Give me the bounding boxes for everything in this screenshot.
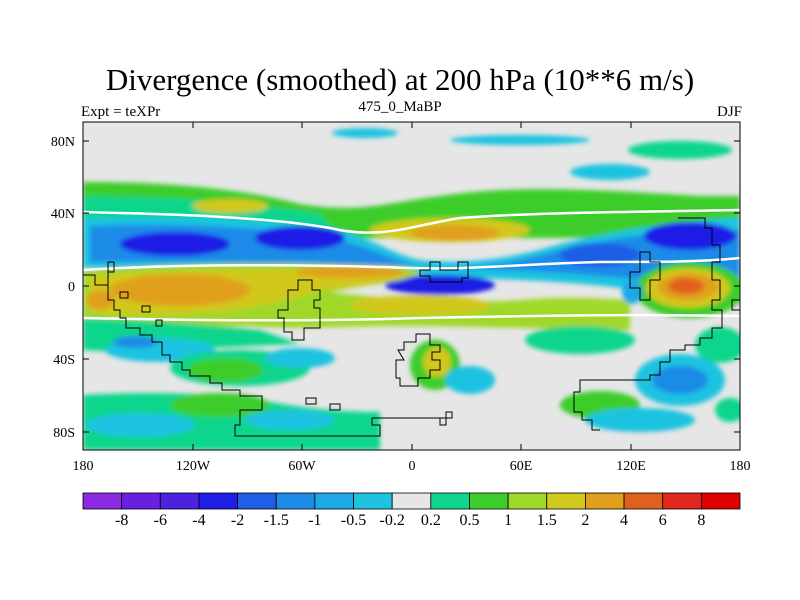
field-wpac-blue bbox=[622, 280, 642, 304]
colorbar-label: 6 bbox=[659, 512, 667, 529]
colorbar-label: -4 bbox=[192, 512, 205, 529]
lon-tick-label: 120W bbox=[176, 459, 211, 474]
colorbar-label: 0.2 bbox=[421, 512, 441, 529]
coast-americas bbox=[83, 261, 300, 437]
field-north-orange bbox=[410, 225, 500, 241]
field-blue-dark-3 bbox=[644, 222, 736, 250]
lat-tick-label: 40S bbox=[53, 353, 75, 368]
field-blue-dark-4 bbox=[385, 275, 495, 295]
colorbar-label: 4 bbox=[620, 512, 628, 529]
colorbar-swatch bbox=[391, 492, 432, 510]
field-equator-orange-3 bbox=[86, 290, 114, 310]
field-south-green-2 bbox=[187, 358, 263, 382]
colorbar-swatch bbox=[700, 492, 741, 510]
lat-ticks-left bbox=[83, 140, 89, 433]
colorbar-label: -0.5 bbox=[341, 512, 366, 529]
field-south-blue-6 bbox=[652, 366, 708, 394]
colorbar-swatch bbox=[623, 492, 664, 510]
colorbar-label: 0.5 bbox=[459, 512, 479, 529]
coast-asia bbox=[573, 217, 723, 431]
field-south-blue-4 bbox=[445, 366, 495, 394]
colorbar-label: 2 bbox=[581, 512, 589, 529]
lat-tick-labels: 80N 40N 0 40S 80S bbox=[51, 135, 75, 441]
field-blue-band-mid bbox=[90, 225, 740, 283]
lat-tick-label: 80S bbox=[53, 426, 75, 441]
field-south-blue-2 bbox=[113, 336, 157, 348]
field-north-yellow-1 bbox=[192, 199, 268, 213]
field-so-blue-3 bbox=[585, 408, 695, 432]
lat-tick-label: 0 bbox=[68, 280, 75, 295]
colorbar-swatch bbox=[275, 492, 316, 510]
coast-antarctica bbox=[300, 411, 453, 437]
colorbar-label: 1 bbox=[504, 512, 512, 529]
field-blob-arctic-3 bbox=[450, 135, 590, 145]
colorbar-swatch bbox=[430, 492, 470, 510]
lat-ticks-right bbox=[734, 140, 740, 433]
experiment-label: Expt = teXPr bbox=[81, 104, 161, 120]
colorbar-label: -1 bbox=[308, 512, 321, 529]
colorbar-swatch bbox=[662, 492, 702, 510]
colorbar-label: -1.5 bbox=[264, 512, 289, 529]
season-label: DJF bbox=[716, 104, 742, 120]
colorbar-swatch bbox=[198, 492, 238, 510]
field-south-green-4 bbox=[525, 326, 635, 354]
field-blob-arctic-4 bbox=[628, 141, 732, 159]
lon-tick-label: 180 bbox=[730, 459, 751, 474]
lon-ticks-top bbox=[82, 122, 741, 128]
lon-tick-label: 120E bbox=[616, 459, 646, 474]
plot-title: Divergence (smoothed) at 200 hPa (10**6 … bbox=[105, 62, 695, 97]
lon-tick-label: 60E bbox=[510, 459, 533, 474]
colorbar-label: -8 bbox=[115, 512, 128, 529]
lon-tick-label: 180 bbox=[73, 459, 94, 474]
field-south-blue-3 bbox=[265, 348, 335, 368]
divergence-field bbox=[83, 128, 740, 450]
field-so-blue-2 bbox=[245, 410, 335, 430]
field-blue-dark-2 bbox=[255, 226, 345, 250]
colorbar-swatch bbox=[82, 492, 123, 510]
colorbar-label: -0.2 bbox=[380, 512, 405, 529]
contour-south bbox=[83, 313, 740, 322]
lon-ticks-bottom bbox=[82, 444, 741, 450]
contour-north bbox=[83, 208, 740, 234]
coast-south-america bbox=[277, 279, 321, 341]
colorbar-label: -2 bbox=[231, 512, 244, 529]
lat-tick-label: 80N bbox=[51, 135, 75, 150]
colorbar-label: 8 bbox=[697, 512, 705, 529]
field-equator-orange-2 bbox=[295, 266, 405, 278]
map-panel: 180 120W 60W 0 60E 120E 180 80N 40N 0 40… bbox=[51, 121, 751, 474]
coastlines bbox=[83, 217, 740, 437]
colorbar: -8 -6 -4 -2 -1.5 -1 -0.5 -0.2 0.2 0.5 1 1.5 2 4 6 8 bbox=[82, 492, 741, 529]
field-equator-orange-1 bbox=[110, 274, 250, 306]
field-so-blue-1 bbox=[85, 413, 195, 437]
colorbar-swatch bbox=[546, 492, 586, 510]
colorbar-swatch bbox=[121, 492, 161, 510]
colorbar-swatch bbox=[159, 492, 200, 510]
field-blue-dark-1 bbox=[120, 232, 230, 256]
map-ticks bbox=[82, 122, 741, 450]
field-so-green-1 bbox=[170, 393, 270, 417]
field-equator-yellow-2 bbox=[350, 295, 490, 315]
field-blob-arctic-1 bbox=[100, 133, 240, 151]
colorbar-swatch bbox=[507, 492, 548, 510]
field-blob-arctic-5 bbox=[570, 164, 650, 180]
field-blob-arctic-2 bbox=[332, 128, 398, 138]
colorbar-swatch bbox=[585, 492, 625, 510]
field-so-green-3 bbox=[715, 398, 740, 422]
center-label: 475_0_MaBP bbox=[358, 99, 442, 115]
colorbar-swatch bbox=[353, 492, 393, 510]
lat-tick-label: 40N bbox=[51, 207, 75, 222]
colorbar-swatch bbox=[237, 492, 277, 510]
coast-islands bbox=[119, 291, 740, 411]
colorbar-swatch bbox=[314, 492, 354, 510]
lon-tick-label: 60W bbox=[288, 459, 316, 474]
lon-tick-label: 0 bbox=[409, 459, 416, 474]
lon-tick-labels: 180 120W 60W 0 60E 120E 180 bbox=[73, 459, 751, 474]
coast-africa bbox=[395, 261, 469, 387]
colorbar-swatch bbox=[469, 492, 509, 510]
colorbar-label: 1.5 bbox=[537, 512, 557, 529]
colorbar-label: -6 bbox=[154, 512, 167, 529]
field-wpac-red bbox=[668, 278, 704, 294]
field-south-green-5 bbox=[695, 327, 740, 363]
